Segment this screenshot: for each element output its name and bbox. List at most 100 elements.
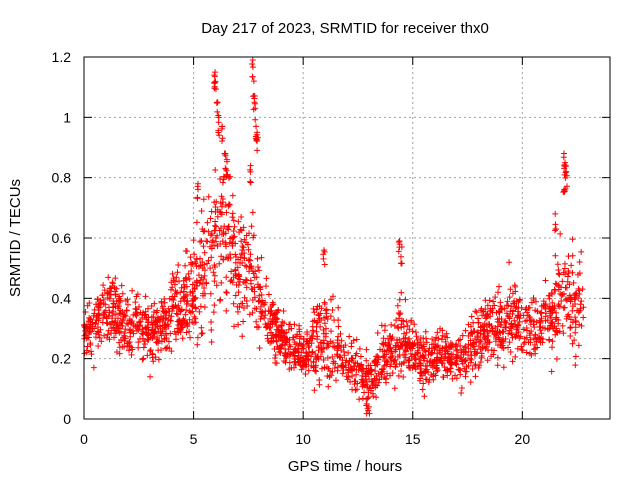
data-point	[412, 360, 419, 367]
data-point	[432, 344, 439, 351]
data-point	[508, 303, 515, 310]
data-point	[257, 315, 264, 322]
data-point	[239, 259, 246, 266]
data-point	[211, 302, 218, 309]
data-point	[166, 308, 173, 315]
data-point	[539, 335, 546, 342]
data-point	[246, 256, 253, 263]
data-point	[392, 344, 399, 351]
data-point	[341, 348, 348, 355]
data-point	[207, 232, 214, 239]
data-point	[434, 367, 441, 374]
data-point	[502, 324, 509, 331]
data-point	[189, 308, 196, 315]
data-point	[320, 356, 327, 363]
data-point	[490, 351, 497, 358]
data-point	[548, 306, 555, 313]
data-point	[525, 312, 532, 319]
data-point	[442, 353, 449, 360]
data-point	[224, 172, 231, 179]
data-point	[160, 308, 167, 315]
data-point	[477, 307, 484, 314]
data-point	[98, 338, 105, 345]
data-point	[471, 352, 478, 359]
data-point	[183, 329, 190, 336]
data-point	[562, 296, 569, 303]
data-point	[179, 335, 186, 342]
data-point	[182, 293, 189, 300]
data-point	[130, 311, 137, 318]
data-point	[402, 334, 409, 341]
data-point	[562, 162, 569, 169]
data-point	[425, 351, 432, 358]
data-point	[109, 283, 116, 290]
data-point	[320, 326, 327, 333]
data-point	[87, 341, 94, 348]
data-point	[372, 362, 379, 369]
data-point	[496, 283, 503, 290]
data-point	[256, 292, 263, 299]
data-point	[147, 347, 154, 354]
data-point	[332, 360, 339, 367]
data-point	[558, 298, 565, 305]
data-point	[434, 329, 441, 336]
data-point	[402, 340, 409, 347]
data-point	[256, 283, 263, 290]
data-point	[395, 309, 402, 316]
data-point	[494, 316, 501, 323]
data-point	[157, 346, 164, 353]
data-point	[242, 262, 249, 269]
data-point	[334, 337, 341, 344]
data-point	[317, 323, 324, 330]
data-point	[163, 309, 170, 316]
data-point	[167, 317, 174, 324]
data-point	[335, 323, 342, 330]
data-point	[114, 322, 121, 329]
data-point	[165, 338, 172, 345]
data-point	[498, 338, 505, 345]
data-point	[530, 335, 537, 342]
data-point	[272, 311, 279, 318]
data-point	[166, 295, 173, 302]
data-point	[230, 228, 237, 235]
data-point	[482, 297, 489, 304]
data-point	[257, 286, 264, 293]
data-point	[511, 317, 518, 324]
data-point	[489, 328, 496, 335]
data-point	[163, 345, 170, 352]
data-point	[212, 234, 219, 241]
data-point	[503, 324, 510, 331]
data-point	[229, 192, 236, 199]
data-point	[455, 366, 462, 373]
data-point	[523, 349, 530, 356]
data-point	[507, 286, 514, 293]
data-point	[81, 324, 88, 331]
data-point	[309, 348, 316, 355]
data-point	[356, 345, 363, 352]
data-point	[549, 299, 556, 306]
data-point	[335, 304, 342, 311]
data-point	[462, 327, 469, 334]
data-point	[438, 336, 445, 343]
data-point	[238, 250, 245, 257]
data-point	[556, 303, 563, 310]
data-point	[468, 329, 475, 336]
data-point	[201, 261, 208, 268]
data-point	[216, 260, 223, 267]
data-point	[371, 375, 378, 382]
data-point	[300, 335, 307, 342]
data-point	[219, 179, 226, 186]
data-point	[91, 310, 98, 317]
data-point	[329, 353, 336, 360]
data-point	[459, 332, 466, 339]
data-point	[117, 310, 124, 317]
data-point	[569, 340, 576, 347]
data-point	[218, 137, 225, 144]
data-point	[414, 336, 421, 343]
data-point	[112, 288, 119, 295]
data-point	[201, 267, 208, 274]
data-point	[233, 281, 240, 288]
data-point	[361, 389, 368, 396]
data-point	[328, 372, 335, 379]
data-point	[173, 290, 180, 297]
